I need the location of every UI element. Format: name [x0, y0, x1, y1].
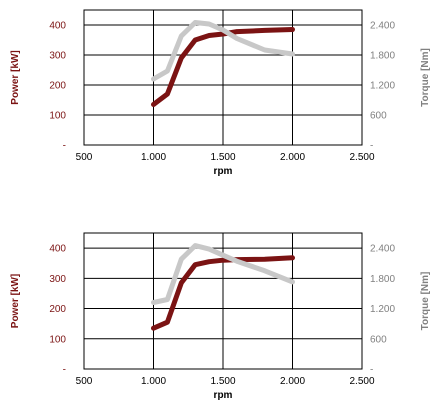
x-axis-title: rpm: [214, 390, 233, 401]
x-tick-label: 500: [76, 152, 93, 163]
x-tick-label: 1.000: [141, 376, 166, 387]
power-series-line: [151, 27, 295, 107]
y-right-tick-label: 2.400: [370, 244, 395, 255]
y-left-tick-label: -: [63, 365, 66, 376]
power-series-line: [151, 255, 295, 331]
y-left-axis-title: Power [kW]: [10, 50, 21, 104]
torque-series-line: [151, 20, 295, 82]
y-right-tick-label: 1.800: [370, 51, 395, 62]
x-tick-label: 1.500: [210, 152, 235, 163]
x-tick-label: 2.500: [349, 376, 374, 387]
y-left-tick-label: 200: [49, 304, 66, 315]
x-tick-label: 2.500: [349, 152, 374, 163]
x-axis-title: rpm: [214, 166, 233, 177]
y-right-tick-label: -: [370, 141, 373, 152]
y-left-tick-label: -: [63, 141, 66, 152]
x-tick-label: 500: [76, 376, 93, 387]
y-left-tick-label: 200: [49, 81, 66, 92]
y-left-tick-label: 100: [49, 111, 66, 122]
y-left-tick-label: 100: [49, 334, 66, 345]
y-right-tick-label: 600: [370, 111, 387, 122]
x-tick-label: 2.000: [280, 152, 305, 163]
y-right-tick-label: 2.400: [370, 21, 395, 32]
x-tick-label: 2.000: [280, 376, 305, 387]
y-left-tick-label: 400: [49, 21, 66, 32]
y-right-axis-title: Torque [Nm]: [420, 272, 431, 331]
torque-series-line: [151, 243, 295, 305]
y-right-tick-label: 1.800: [370, 274, 395, 285]
y-right-tick-label: 600: [370, 334, 387, 345]
y-left-tick-label: 300: [49, 274, 66, 285]
y-left-axis-title: Power [kW]: [10, 274, 21, 328]
y-left-tick-label: 400: [49, 244, 66, 255]
y-right-tick-label: -: [370, 365, 373, 376]
x-tick-label: 1.000: [141, 152, 166, 163]
y-right-tick-label: 1.200: [370, 81, 395, 92]
y-right-tick-label: 1.200: [370, 304, 395, 315]
y-left-tick-label: 300: [49, 51, 66, 62]
x-tick-label: 1.500: [210, 376, 235, 387]
y-right-axis-title: Torque [Nm]: [420, 48, 431, 107]
